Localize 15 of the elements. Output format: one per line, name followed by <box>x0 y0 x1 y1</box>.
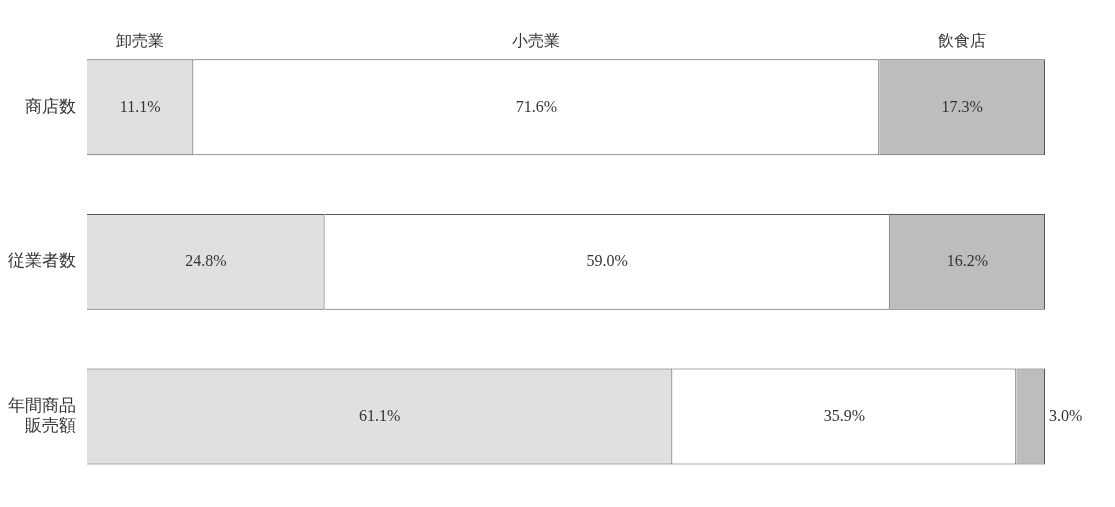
data-label: 11.1% <box>119 97 161 115</box>
data-label: 3.0% <box>1049 406 1083 424</box>
data-label: 71.6% <box>515 97 557 115</box>
data-label: 35.9% <box>823 406 865 424</box>
y-tick-label: 年間商品販売額 <box>8 395 76 436</box>
series-label: 卸売業 <box>116 31 165 49</box>
data-label: 17.3% <box>941 97 983 115</box>
y-tick-label: 従業者数 <box>8 251 76 271</box>
data-label: 24.8% <box>185 252 227 270</box>
data-label: 59.0% <box>586 252 628 270</box>
data-label: 61.1% <box>359 406 401 424</box>
series-label: 飲食店 <box>938 31 987 49</box>
data-label: 16.2% <box>946 252 989 270</box>
y-tick-label: 商店数 <box>25 96 76 116</box>
series-label: 小売業 <box>512 31 561 49</box>
